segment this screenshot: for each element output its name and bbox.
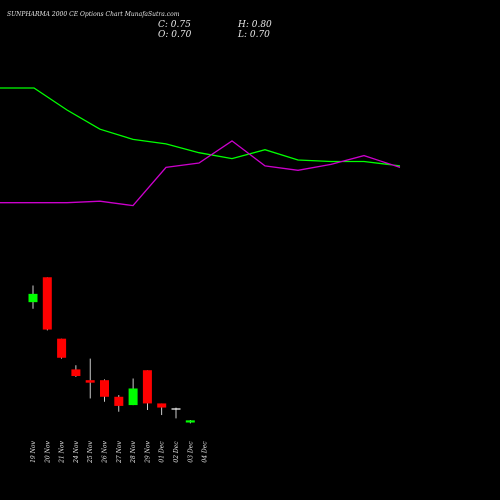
candle-body (157, 403, 167, 408)
series-line-magenta (0, 140, 401, 207)
high-label: H: 0.80 (237, 20, 272, 30)
candle-body (142, 370, 152, 404)
date-tick-label: 29 Nov (144, 440, 151, 463)
date-tick-label: 20 Nov (44, 440, 51, 463)
date-tick-label: 21 Nov (59, 440, 66, 463)
date-tick-label: 26 Nov (102, 440, 109, 463)
candle (157, 403, 167, 416)
candle (114, 395, 124, 412)
open-label: O: 0.70 (158, 30, 192, 40)
candle (142, 370, 152, 411)
candle (171, 407, 181, 419)
date-tick-label: 19 Nov (30, 440, 37, 462)
candle-body (171, 408, 181, 410)
candle (128, 378, 138, 406)
date-tick-label: 03 Dec (187, 441, 194, 463)
date-tick-label: 02 Dec (173, 441, 180, 463)
candle-body (128, 388, 138, 406)
close-label: C: 0.75 (158, 20, 191, 30)
candle (28, 285, 38, 309)
date-tick-label: 25 Nov (87, 440, 94, 463)
candle-body (71, 369, 81, 377)
candle-body (185, 420, 195, 423)
date-tick-label: 24 Nov (73, 440, 80, 463)
low-label: L: 0.70 (237, 30, 270, 40)
candle (57, 338, 67, 359)
candle (71, 365, 81, 377)
candle-body (42, 277, 52, 330)
date-tick-label: 04 Dec (202, 441, 209, 463)
date-tick-label: 28 Nov (130, 440, 137, 463)
series-line-green (0, 87, 401, 167)
date-axis: 19 Nov 20 Nov 21 Nov 24 Nov 25 Nov 26 Nov 27 N… (30, 440, 209, 463)
candle-body (28, 293, 38, 303)
candles (28, 277, 195, 424)
date-tick-label: 27 Nov (116, 440, 123, 463)
candle-body (57, 338, 67, 358)
candle-body (85, 380, 95, 383)
candle (42, 277, 52, 331)
indicator-lines (0, 87, 401, 207)
date-tick-label: 01 Dec (159, 441, 166, 463)
candle (85, 358, 95, 399)
candle (185, 420, 195, 424)
chart-title: SUNPHARMA 2000 CE Options Chart MunafaSu… (7, 11, 180, 18)
candle-body (114, 396, 124, 406)
candle-body (100, 380, 109, 397)
candle (100, 379, 109, 402)
